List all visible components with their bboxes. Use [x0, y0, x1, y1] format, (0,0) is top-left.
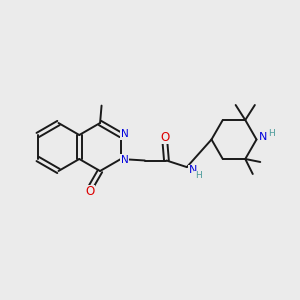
- Text: H: H: [195, 171, 202, 180]
- Text: N: N: [189, 165, 197, 175]
- Text: N: N: [121, 129, 128, 139]
- Text: N: N: [121, 155, 128, 165]
- Text: N: N: [259, 132, 267, 142]
- Text: O: O: [160, 130, 170, 144]
- Text: H: H: [268, 129, 275, 138]
- Text: O: O: [85, 185, 94, 198]
